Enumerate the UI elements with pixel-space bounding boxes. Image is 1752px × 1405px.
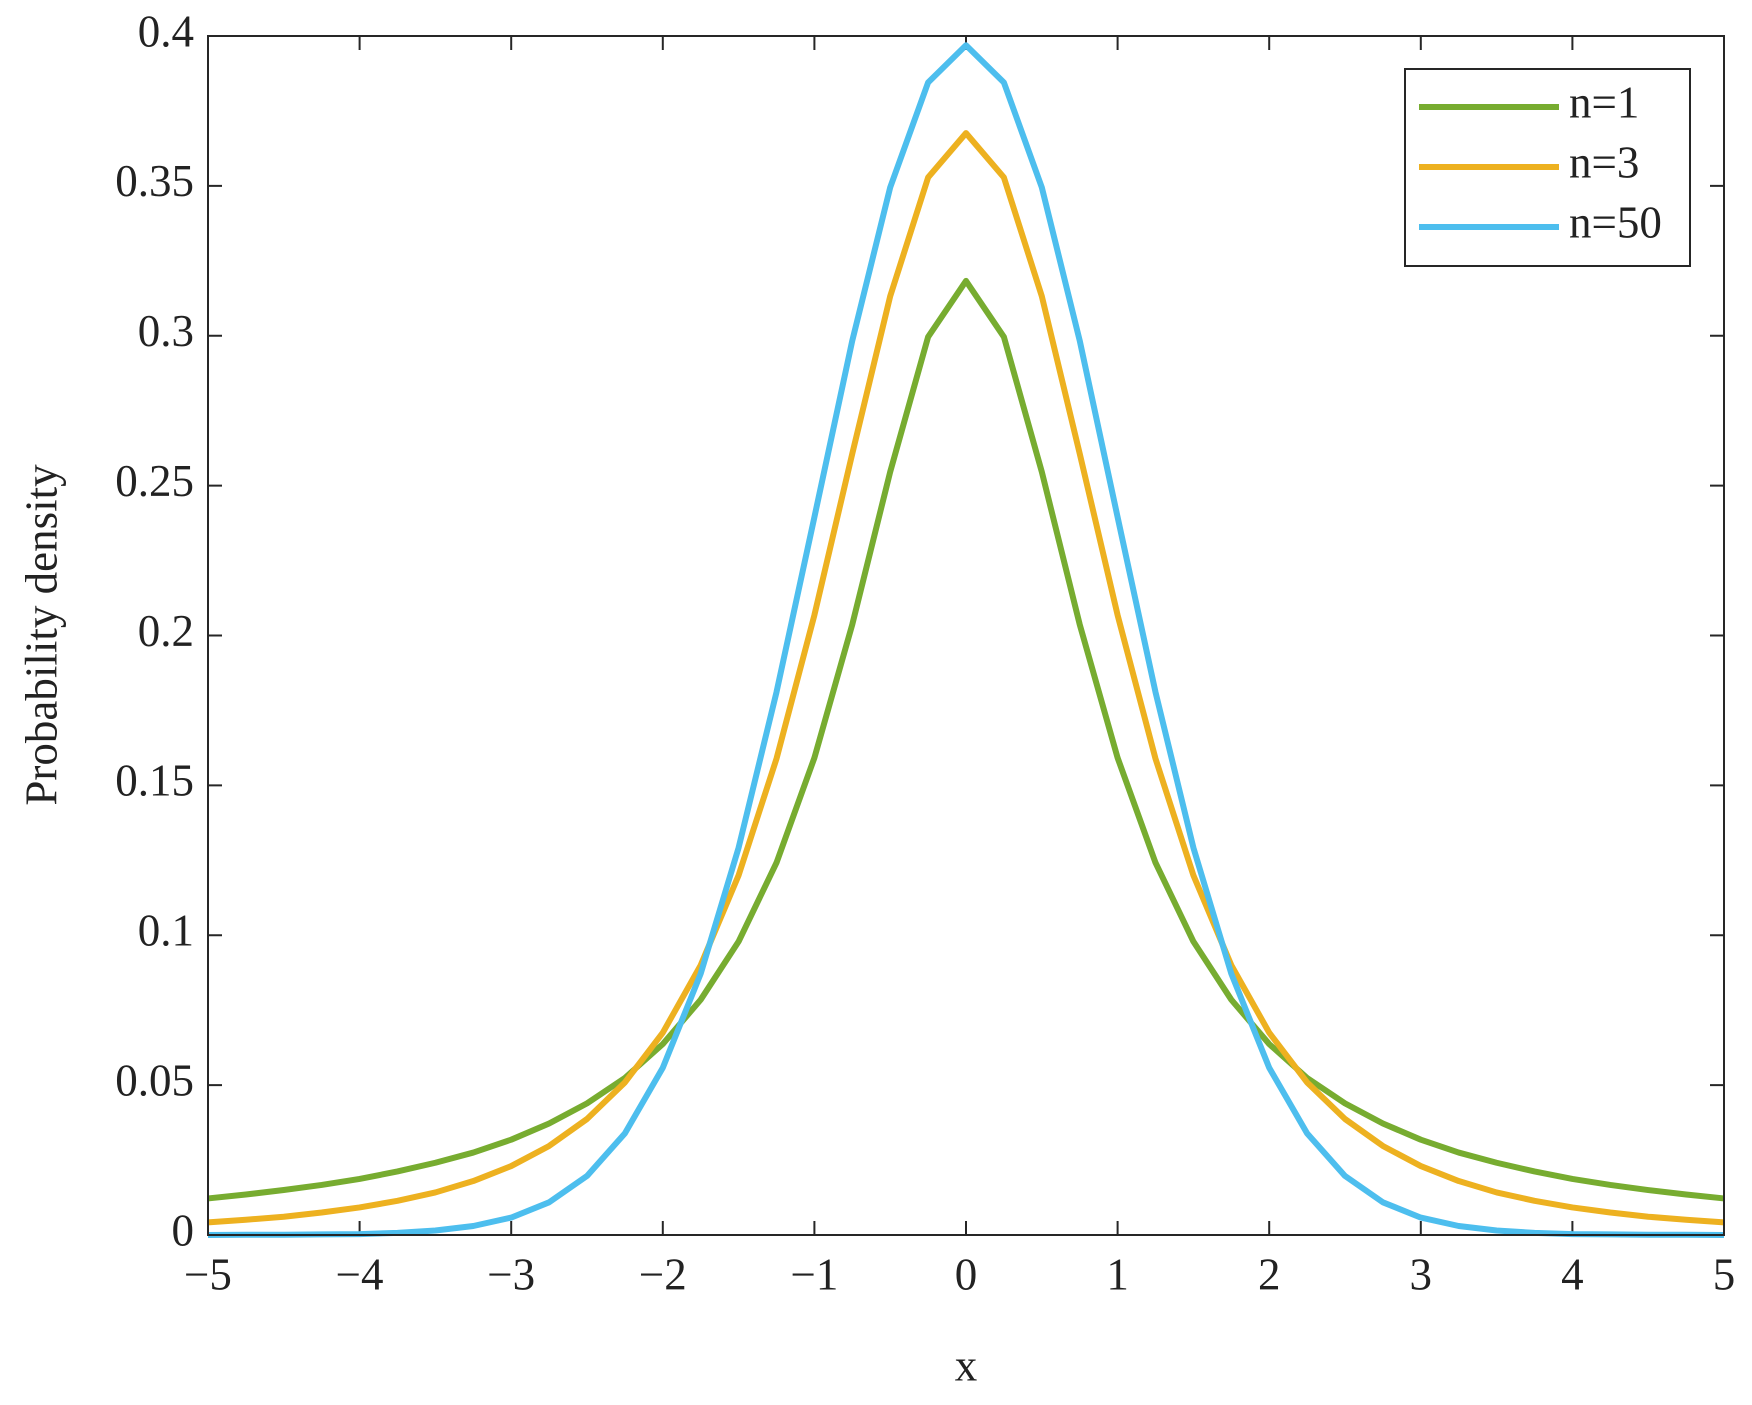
x-tick-label: −1 xyxy=(790,1249,838,1299)
x-tick-label: 4 xyxy=(1561,1249,1584,1299)
x-tick-label: −5 xyxy=(184,1249,232,1299)
y-axis-label: Probability density xyxy=(16,464,66,806)
y-tick-label: 0 xyxy=(172,1205,195,1255)
plot-frame xyxy=(207,35,1725,1236)
x-tick-label: 5 xyxy=(1713,1249,1736,1299)
x-tick-label: 2 xyxy=(1258,1249,1281,1299)
legend-label: n=1 xyxy=(1569,77,1639,127)
y-tick-label: 0.3 xyxy=(138,306,194,356)
y-tick-label: 0.25 xyxy=(115,456,194,506)
legend-label: n=50 xyxy=(1569,197,1662,247)
y-tick-label: 0.15 xyxy=(115,756,194,806)
y-tick-label: 0.4 xyxy=(138,6,194,56)
x-tick-label: −4 xyxy=(336,1249,384,1299)
x-tick-label: 3 xyxy=(1410,1249,1433,1299)
y-tick-label: 0.05 xyxy=(115,1055,194,1105)
series-line xyxy=(207,130,1725,1226)
x-tick-label: −2 xyxy=(639,1249,687,1299)
legend-label: n=3 xyxy=(1569,137,1639,187)
y-tick-label: 0.2 xyxy=(138,606,194,656)
y-tick-label: 0.35 xyxy=(115,156,194,206)
series-line xyxy=(207,42,1725,1238)
x-axis-label: x xyxy=(955,1340,978,1390)
x-tick-label: 1 xyxy=(1106,1249,1129,1299)
x-tick-label: 0 xyxy=(955,1249,978,1299)
series-line xyxy=(207,277,1725,1202)
y-tick-label: 0.1 xyxy=(138,906,194,956)
x-tick-label: −3 xyxy=(487,1249,535,1299)
